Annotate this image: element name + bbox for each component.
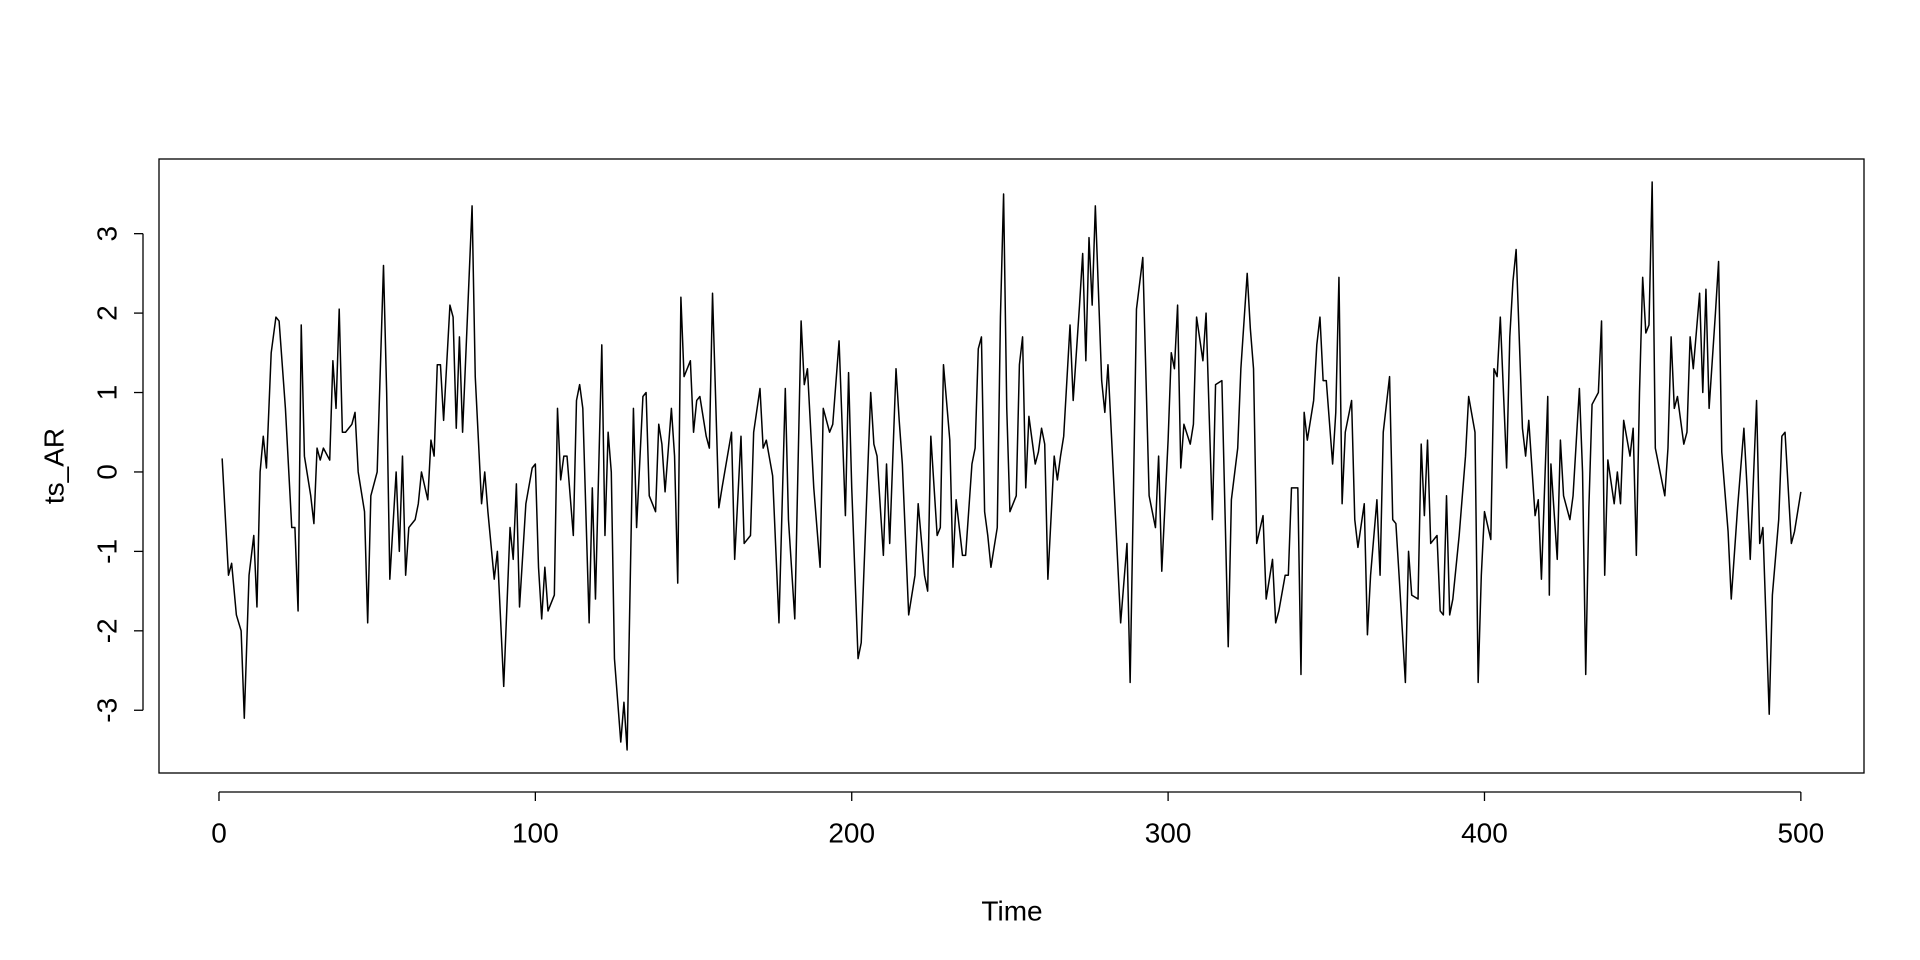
y-tick-label: 3: [91, 226, 122, 242]
x-tick-label: 100: [512, 817, 559, 848]
y-tick-label: 1: [91, 385, 122, 401]
x-tick-label: 300: [1145, 817, 1192, 848]
x-tick-label: 500: [1777, 817, 1824, 848]
y-tick-label: 0: [91, 464, 122, 480]
x-tick-label: 400: [1461, 817, 1508, 848]
x-axis-label: Time: [981, 895, 1042, 926]
y-tick-label: -2: [91, 618, 122, 643]
y-tick-label: 2: [91, 305, 122, 321]
x-tick-label: 0: [211, 817, 227, 848]
y-tick-label: -3: [91, 698, 122, 723]
y-axis-label: ts_AR: [38, 428, 69, 504]
series-line: [221, 181, 1802, 751]
y-tick-label: -1: [91, 539, 122, 564]
plot-box: [158, 158, 1865, 774]
x-tick-label: 200: [828, 817, 875, 848]
